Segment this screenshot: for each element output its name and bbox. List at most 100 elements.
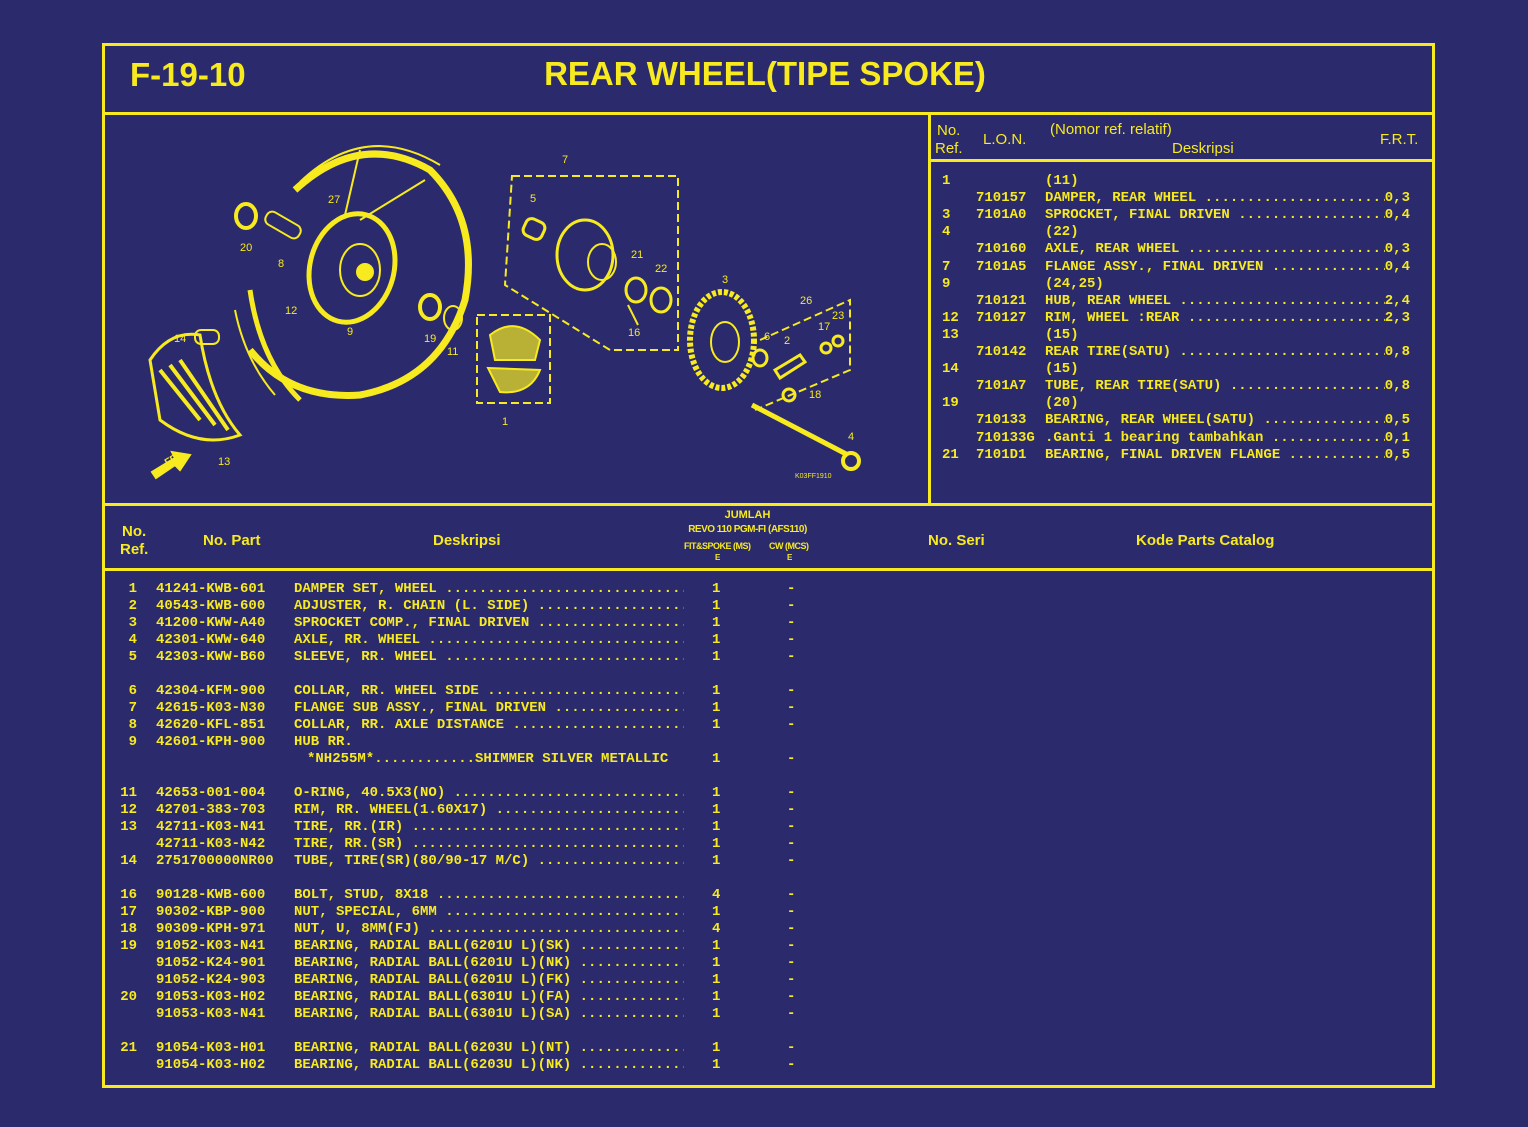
table-row: 6 42304-KFM-900 COLLAR, RR. WHEEL SIDE 1 - [105, 683, 825, 700]
part-number: 91054-K03-H01 [156, 1040, 266, 1056]
lon-code: 710160 [976, 241, 1027, 258]
table-row: *NH255M*............SHIMMER SILVER METAL… [105, 751, 825, 768]
callout-label: 3 [722, 274, 728, 286]
frt-row: 710160 AXLE, REAR WHEEL0,3 [930, 241, 1420, 258]
part-number: 42653-001-004 [156, 785, 266, 801]
description: .Ganti 1 bearing tambahkan [1045, 430, 1385, 447]
description: O-RING, 40.5X3(NO) [294, 785, 684, 802]
ref-number: 11 [120, 785, 137, 801]
table-row: 14 2751700000NR00 TUBE, TIRE(SR)(80/90-17 … [105, 853, 825, 870]
quantity-fit-spoke: 1 [712, 581, 721, 597]
description: (15) [1045, 326, 1079, 343]
quantity-fit-spoke: 1 [712, 717, 721, 733]
description: (20) [1045, 395, 1079, 412]
parts-header-ref: Ref. [120, 541, 149, 558]
parts-header-serial: No. Seri [928, 532, 985, 549]
table-row: 20 91053-K03-H02 BEARING, RADIAL BALL(6301… [105, 989, 825, 1006]
lon-code: 710142 [976, 344, 1027, 360]
table-row: 4 42301-KWW-640 AXLE, RR. WHEEL 1 - [105, 632, 825, 649]
description: TIRE, RR.(SR) [294, 836, 684, 853]
flange-assembly-drawing [503, 175, 679, 351]
table-row: 91054-K03-H02 BEARING, RADIAL BALL(6203U … [105, 1057, 825, 1074]
part-number: 42711-K03-N41 [156, 819, 266, 835]
part-number: 42620-KFL-851 [156, 717, 266, 733]
catalog-frame [102, 43, 1435, 1088]
description: TIRE, RR.(IR) [294, 819, 684, 836]
part-number: 90309-KPH-971 [156, 921, 266, 937]
divider [102, 112, 1435, 115]
parts-header-desc: Deskripsi [433, 532, 501, 549]
ref-number: 21 [942, 446, 959, 463]
description: COLLAR, RR. WHEEL SIDE [294, 683, 684, 700]
ref-number: 9 [942, 275, 951, 292]
lon-code: 7101A7 [976, 378, 1027, 395]
ref-number: 19 [120, 938, 137, 954]
table-row: 12 42701-383-703 RIM, RR. WHEEL(1.60X17) 1 - [105, 802, 825, 819]
quantity-fit-spoke: 1 [712, 853, 721, 869]
description: HUB RR. [294, 734, 353, 750]
table-row: 19 91052-K03-N41 BEARING, RADIAL BALL(6201… [105, 938, 825, 955]
part-number: 91052-K03-N41 [156, 938, 266, 954]
quantity-fit-spoke: 1 [712, 836, 721, 852]
ref-number: 6 [128, 683, 137, 699]
description: BOLT, STUD, 8X18 [294, 887, 684, 904]
description: AXLE, RR. WHEEL [294, 632, 684, 649]
part-number: 42711-K03-N42 [156, 836, 266, 852]
quantity-fit-spoke: 1 [712, 1040, 721, 1056]
divider [102, 568, 1435, 571]
lon-code: 7101D1 [976, 446, 1027, 463]
quantity-cw: - [787, 972, 796, 988]
ref-number: 12 [942, 309, 959, 326]
quantity-cw: - [787, 785, 796, 801]
parts-header-catalog: Kode Parts Catalog [1136, 532, 1275, 549]
ref-number: 13 [120, 819, 137, 835]
description: TUBE, TIRE(SR)(80/90-17 M/C) [294, 853, 684, 870]
table-row: 17 90302-KBP-900 NUT, SPECIAL, 6MM 1 - [105, 904, 825, 921]
description: DAMPER SET, WHEEL [294, 581, 684, 598]
quantity-fit-spoke: 1 [712, 819, 721, 835]
damper-drawing [476, 314, 551, 404]
frt-row: 710121 HUB, REAR WHEEL2,4 [930, 293, 1420, 310]
part-number: 42615-K03-N30 [156, 700, 266, 716]
frt-row: 4 (22) [930, 224, 1420, 241]
description: DAMPER, REAR WHEEL [1045, 190, 1385, 207]
quantity-fit-spoke: 1 [712, 632, 721, 648]
quantity-fit-spoke: 1 [712, 802, 721, 818]
callout-label: 22 [655, 263, 667, 275]
description: FLANGE ASSY., FINAL DRIVEN [1045, 259, 1385, 276]
table-row: 11 42653-001-004 O-RING, 40.5X3(NO) 1 - [105, 785, 825, 802]
quantity-fit-spoke: 1 [712, 904, 721, 920]
quantity-cw: - [787, 904, 796, 920]
ref-number: 3 [942, 207, 951, 224]
callout-label: 27 [328, 194, 340, 206]
callout-label: 1 [502, 416, 508, 428]
callout-label: 14 [174, 333, 186, 345]
quantity-cw: - [787, 1040, 796, 1056]
quantity-cw: - [787, 751, 796, 767]
figure-code: F-19-10 [130, 56, 246, 93]
table-row: 18 90309-KPH-971 NUT, U, 8MM(FJ) 4 - [105, 921, 825, 938]
description: BEARING, RADIAL BALL(6301U L)(SA) [294, 1006, 684, 1023]
part-number: 91054-K03-H02 [156, 1057, 266, 1073]
frt-row: 710142 REAR TIRE(SATU)0,8 [930, 344, 1420, 361]
ref-number: 4 [942, 224, 951, 241]
frt-value: 0,1 [1384, 429, 1410, 446]
ref-number: 7 [942, 258, 951, 275]
quantity-cw: - [787, 649, 796, 665]
quantity-fit-spoke: 1 [712, 751, 721, 767]
frt-value: 2,4 [1384, 292, 1410, 309]
part-number: 42301-KWW-640 [156, 632, 266, 648]
description: RIM, RR. WHEEL(1.60X17) [294, 802, 684, 819]
ref-number: 2 [128, 598, 137, 614]
frt-row: 19 (20) [930, 395, 1420, 412]
quantity-cw: - [787, 921, 796, 937]
callout-label: 5 [530, 193, 536, 205]
quantity-cw: - [787, 955, 796, 971]
quantity-cw: - [787, 802, 796, 818]
callout-label: 16 [628, 327, 640, 339]
description: FLANGE SUB ASSY., FINAL DRIVEN [294, 700, 684, 717]
quantity-cw: - [787, 581, 796, 597]
parts-header-model: REVO 110 PGM-FI (AFS110) [688, 524, 807, 535]
ref-number: 4 [128, 632, 137, 648]
part-number: 91053-K03-N41 [156, 1006, 266, 1022]
